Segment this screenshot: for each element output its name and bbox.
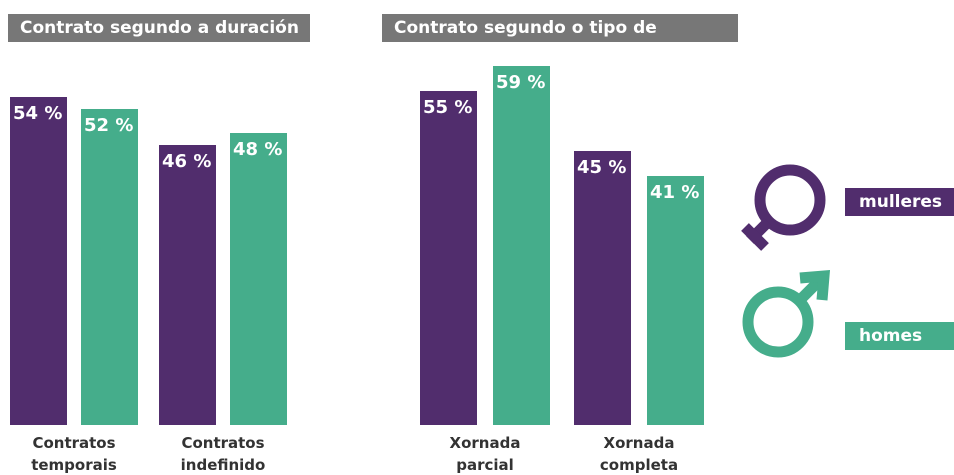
chart-title: Contrato segundo a duración (8, 14, 310, 42)
data-label: 59 % (496, 72, 546, 94)
bar (493, 66, 550, 425)
x-tick-label: Xornada completa (599, 434, 679, 474)
chart-title: Contrato segundo o tipo de xornada (382, 14, 738, 66)
x-tick-label: Contratos indefinido (180, 434, 266, 474)
legend-item: mulleres (845, 188, 954, 216)
bar (230, 133, 287, 425)
data-label: 48 % (233, 139, 283, 161)
data-label: 45 % (577, 157, 627, 179)
female-symbol (741, 164, 826, 251)
data-label: 52 % (84, 114, 134, 136)
bar (81, 108, 138, 425)
data-label: 55 % (423, 96, 473, 118)
bar (647, 175, 704, 425)
bar (574, 151, 631, 425)
data-label: 41 % (650, 181, 700, 203)
data-label: 54 % (13, 102, 63, 124)
bar (10, 96, 67, 425)
data-label: 46 % (162, 151, 212, 173)
x-tick-label: Xornada parcial (449, 434, 521, 474)
bar (420, 90, 477, 425)
x-tick-label: Contratos temporais (31, 434, 117, 474)
legend-item: homes (845, 322, 954, 350)
bar (159, 145, 216, 425)
male-symbol (742, 269, 831, 358)
